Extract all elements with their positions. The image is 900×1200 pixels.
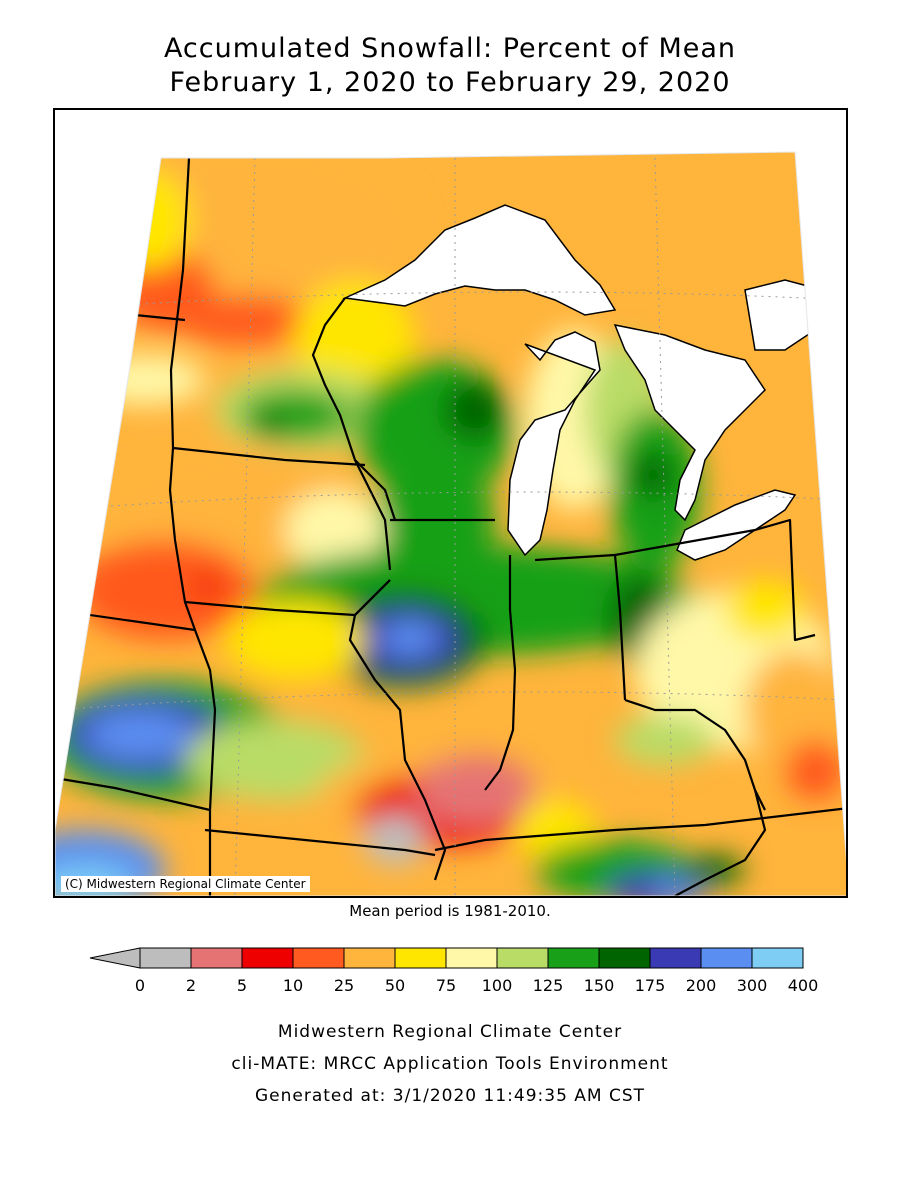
- footer-tool: cli-MATE: MRCC Application Tools Environ…: [231, 1054, 669, 1074]
- legend-tick-label: 2: [185, 976, 197, 995]
- copyright-label: (C) Midwestern Regional Climate Center: [61, 876, 310, 892]
- legend-tick-label: 125: [532, 976, 564, 995]
- legend-tick-label: 50: [384, 976, 406, 995]
- mean-period-note: Mean period is 1981-2010.: [349, 902, 551, 920]
- legend-swatch: [241, 947, 294, 969]
- legend-swatch: [139, 947, 192, 969]
- legend-swatch: [547, 947, 600, 969]
- legend-swatch: [445, 947, 498, 969]
- legend-tick-label: 25: [333, 976, 355, 995]
- footer-org: Midwestern Regional Climate Center: [277, 1022, 623, 1042]
- legend-tick-label: 200: [685, 976, 717, 995]
- legend-tick-label: 400: [787, 976, 819, 995]
- map-title-line1: Accumulated Snowfall: Percent of Mean: [163, 33, 737, 64]
- legend-tick-label: 100: [481, 976, 513, 995]
- legend-tick-label: 75: [435, 976, 457, 995]
- legend-swatch: [598, 947, 651, 969]
- legend-tick-label: 150: [583, 976, 615, 995]
- legend-tick-label: 175: [634, 976, 666, 995]
- legend-swatch: [394, 947, 447, 969]
- legend-swatch: [496, 947, 549, 969]
- legend-swatch: [343, 947, 396, 969]
- legend-tick-label: 5: [236, 976, 248, 995]
- map-canvas: [55, 151, 846, 896]
- legend-swatch: [292, 947, 345, 969]
- legend-tick-label: 300: [736, 976, 768, 995]
- legend-arrow-below-zero: [89, 947, 141, 969]
- legend-tick-label: 10: [282, 976, 304, 995]
- legend-swatch: [700, 947, 753, 969]
- legend-tick-label: 0: [134, 976, 146, 995]
- legend-swatch: [190, 947, 243, 969]
- legend-colorbar: [89, 947, 804, 969]
- legend-swatch: [751, 947, 804, 969]
- legend-swatch: [649, 947, 702, 969]
- footer-generated: Generated at: 3/1/2020 11:49:35 AM CST: [254, 1086, 646, 1106]
- snowfall-map: (C) Midwestern Regional Climate Center: [53, 108, 848, 898]
- color-legend: 0 2 5 10 25 50 75 100 125 150 175 200 300 400: [88, 946, 848, 1006]
- map-title-line2: February 1, 2020 to February 29, 2020: [169, 67, 731, 98]
